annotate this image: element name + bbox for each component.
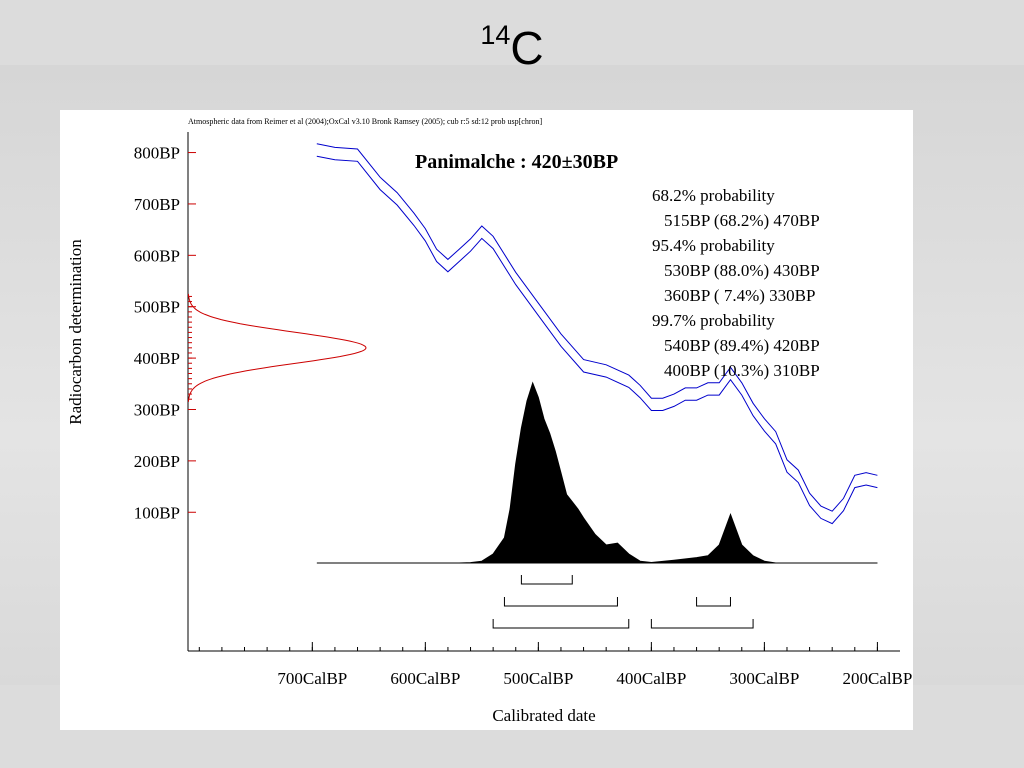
x-tick-label: 400CalBP	[616, 669, 686, 688]
calibration-chart: Atmospheric data from Reimer et al (2004…	[66, 117, 912, 725]
x-axis-label: Calibrated date	[492, 706, 595, 725]
x-tick-label: 600CalBP	[390, 669, 460, 688]
y-tick-label: 700BP	[134, 195, 180, 214]
y-tick-label: 100BP	[134, 503, 180, 522]
probability-range-label: 530BP (88.0%) 430BP	[664, 261, 820, 280]
y-tick-label: 500BP	[134, 298, 180, 317]
probability-level-label: 68.2% probability	[652, 186, 775, 205]
y-axis-label: Radiocarbon determination	[66, 239, 85, 425]
x-tick-label: 500CalBP	[503, 669, 573, 688]
y-tick-label: 200BP	[134, 452, 180, 471]
chart-title: Panimalche : 420±30BP	[415, 151, 618, 173]
slide-title: 14C	[0, 20, 1024, 74]
range-bracket-3	[650, 619, 754, 629]
y-tick-label: 300BP	[134, 400, 180, 419]
range-bracket-2	[503, 597, 618, 607]
plot-area: 700CalBP 600CalBP 500CalBP 400CalBP 300CalBP…	[134, 132, 912, 688]
chart-panel: Atmospheric data from Reimer et al (2004…	[60, 110, 913, 730]
x-tick-label: 700CalBP	[277, 669, 347, 688]
x-tick-label: 200CalBP	[842, 669, 912, 688]
probability-level-label: 99.7% probability	[652, 311, 775, 330]
range-bracket-1	[520, 575, 573, 585]
probability-level-label: 95.4% probability	[652, 236, 775, 255]
y-tick-label: 600BP	[134, 246, 180, 265]
y-tick-label: 800BP	[134, 144, 180, 163]
calibrated-distribution	[436, 381, 878, 564]
y-tick-label: 400BP	[134, 349, 180, 368]
slide-title-superscript: 14	[480, 20, 511, 50]
probability-range-label: 400BP (10.3%) 310BP	[664, 361, 820, 380]
x-tick-label: 300CalBP	[729, 669, 799, 688]
probability-range-label: 515BP (68.2%) 470BP	[664, 211, 820, 230]
probability-range-label: 360BP ( 7.4%) 330BP	[664, 286, 815, 305]
slide-title-main: C	[510, 22, 544, 74]
source-note: Atmospheric data from Reimer et al (2004…	[188, 117, 542, 126]
range-bracket-2	[696, 597, 731, 607]
probability-range-label: 540BP (89.4%) 420BP	[664, 336, 820, 355]
radiocarbon-date-curve	[187, 293, 367, 402]
calibration-curve-lower	[316, 155, 878, 525]
range-bracket-3	[492, 619, 630, 629]
calibration-curve-upper	[316, 143, 878, 512]
